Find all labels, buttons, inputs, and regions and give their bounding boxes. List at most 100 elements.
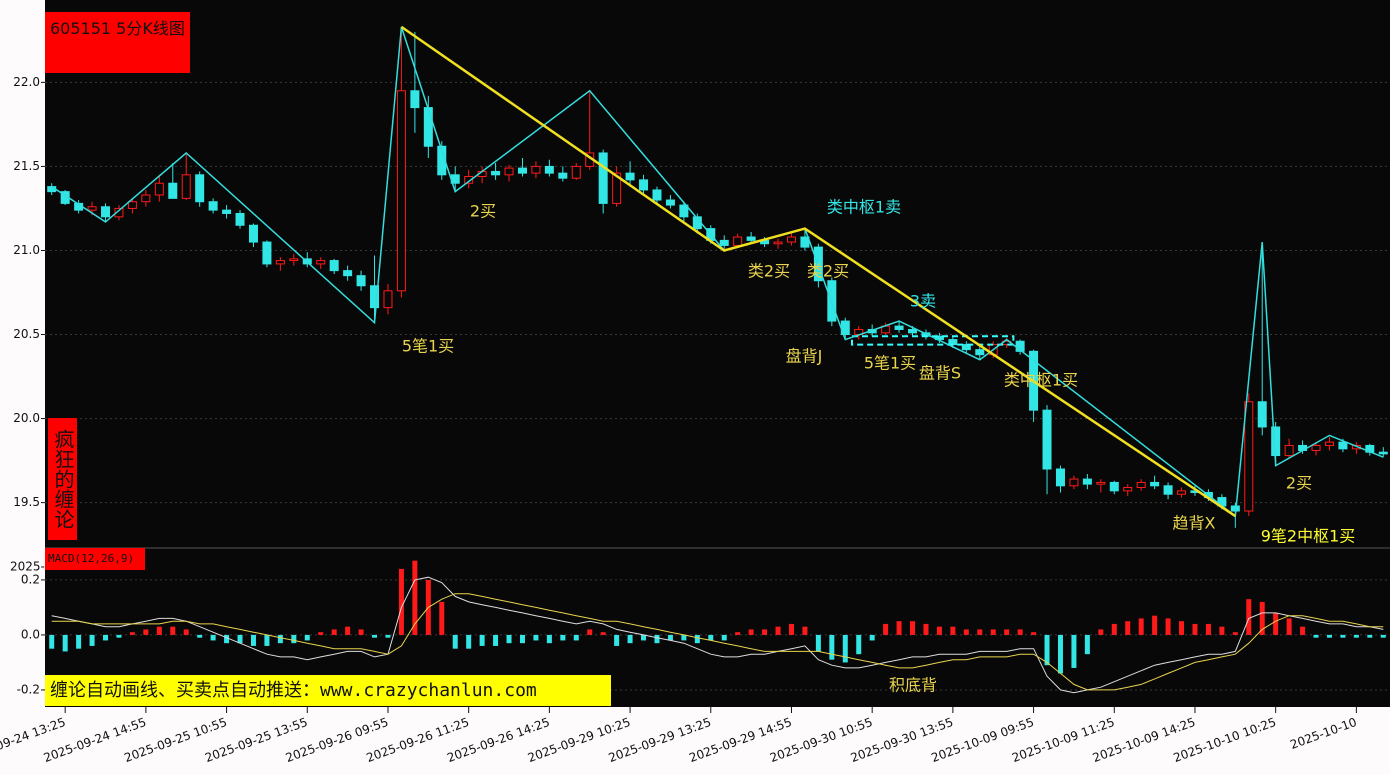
annotation: 5笔1买 xyxy=(864,354,916,373)
y-tick-label: 22.0 xyxy=(13,75,40,89)
annotation: 2买 xyxy=(470,202,496,221)
macd-bar xyxy=(1300,626,1306,635)
macd-bar xyxy=(183,629,189,635)
macd-bar xyxy=(856,634,862,655)
candle-body xyxy=(410,90,420,109)
candle-body xyxy=(343,270,353,277)
macd-bar xyxy=(277,634,283,644)
macd-bar xyxy=(1004,629,1010,635)
macd-bar xyxy=(331,629,337,635)
x-tick-label: 2025-10-10 xyxy=(1288,715,1358,752)
macd-bar xyxy=(143,629,149,635)
macd-bar xyxy=(291,634,297,644)
macd-bar xyxy=(802,626,808,635)
candle-body xyxy=(1257,401,1267,428)
macd-bar xyxy=(479,634,485,646)
candle-body xyxy=(423,107,433,147)
macd-bar xyxy=(1057,634,1063,674)
candle-body xyxy=(154,182,164,196)
candle-body xyxy=(235,212,245,226)
candle-body xyxy=(1284,444,1294,457)
candle-body xyxy=(961,344,971,351)
macd-bar xyxy=(587,629,593,635)
candle-body xyxy=(733,236,743,246)
candle-body xyxy=(504,167,514,176)
candle-body xyxy=(773,241,783,245)
macd-bar xyxy=(883,623,889,635)
candle-body xyxy=(87,206,97,211)
macd-bar xyxy=(1192,623,1198,635)
macd-bar xyxy=(1380,634,1386,638)
macd-bar xyxy=(250,634,256,646)
candle-body xyxy=(1150,481,1160,487)
macd-bar xyxy=(641,634,647,641)
macd-bar xyxy=(452,634,458,649)
candle-body xyxy=(370,285,380,309)
macd-bar xyxy=(681,634,687,641)
segment-line xyxy=(400,25,1236,518)
macd-bar xyxy=(708,634,714,641)
macd-line xyxy=(51,576,1384,694)
macd-bar xyxy=(398,568,404,635)
candle-body xyxy=(208,201,218,211)
macd-bar xyxy=(1367,634,1373,638)
macd-bar xyxy=(1219,626,1225,635)
candle-body xyxy=(612,172,622,204)
macd-bar xyxy=(156,626,162,635)
macd-bar xyxy=(694,634,700,644)
macd-title: MACD(12,26,9) xyxy=(45,548,145,570)
macd-bar xyxy=(614,634,620,646)
macd-bar xyxy=(721,634,727,641)
candle-body xyxy=(1311,444,1321,452)
macd-bar xyxy=(1071,634,1077,668)
plot-background xyxy=(45,0,1390,707)
candle-body xyxy=(248,224,258,243)
macd-bar xyxy=(963,629,969,635)
macd-bar xyxy=(977,629,983,635)
macd-bar xyxy=(412,560,418,635)
macd-bar xyxy=(1165,618,1171,635)
candle-body xyxy=(383,290,393,309)
macd-bar xyxy=(237,634,243,644)
macd-bar xyxy=(842,634,848,663)
candle-body xyxy=(127,201,137,209)
annotation: 盘背S xyxy=(919,364,961,383)
macd-bar xyxy=(910,621,916,635)
y-tick-label: 21.5 xyxy=(13,159,40,173)
annotation: 9笔2中枢1买 xyxy=(1261,527,1356,546)
macd-bar xyxy=(573,634,579,641)
candle-body xyxy=(1042,409,1052,470)
macd-bar xyxy=(62,634,68,652)
annotation: 类2买 xyxy=(748,262,790,281)
candle-body xyxy=(1324,441,1334,446)
macd-bar xyxy=(667,634,673,641)
macd-bar xyxy=(519,634,525,644)
candle-body xyxy=(316,260,326,265)
candle-body xyxy=(652,189,662,201)
candle-body xyxy=(1244,401,1254,512)
candle-body xyxy=(517,167,527,174)
candle-body xyxy=(222,209,232,214)
y-tick-label: -0.2 xyxy=(17,682,40,696)
annotation: 积底背 xyxy=(889,676,937,695)
macd-bar xyxy=(1098,629,1104,635)
candle-body xyxy=(679,204,689,218)
y-tick-label: 20.5 xyxy=(13,327,40,341)
candle-body xyxy=(1378,451,1388,455)
candle-body xyxy=(1338,441,1348,450)
macd-bar xyxy=(1031,632,1037,635)
y-tick-label: 19.5 xyxy=(13,495,40,509)
macd-bar xyxy=(1084,634,1090,655)
candle-body xyxy=(1136,481,1146,488)
candle-body xyxy=(1055,468,1065,487)
macd-bar xyxy=(1152,615,1158,635)
macd-bar xyxy=(1205,623,1211,635)
macd-bar xyxy=(506,634,512,644)
macd-bar xyxy=(129,632,135,635)
macd-bar xyxy=(76,634,82,649)
macd-bar xyxy=(224,634,230,644)
macd-bar xyxy=(385,634,391,638)
macd-bar xyxy=(762,629,768,635)
macd-bar xyxy=(788,623,794,635)
